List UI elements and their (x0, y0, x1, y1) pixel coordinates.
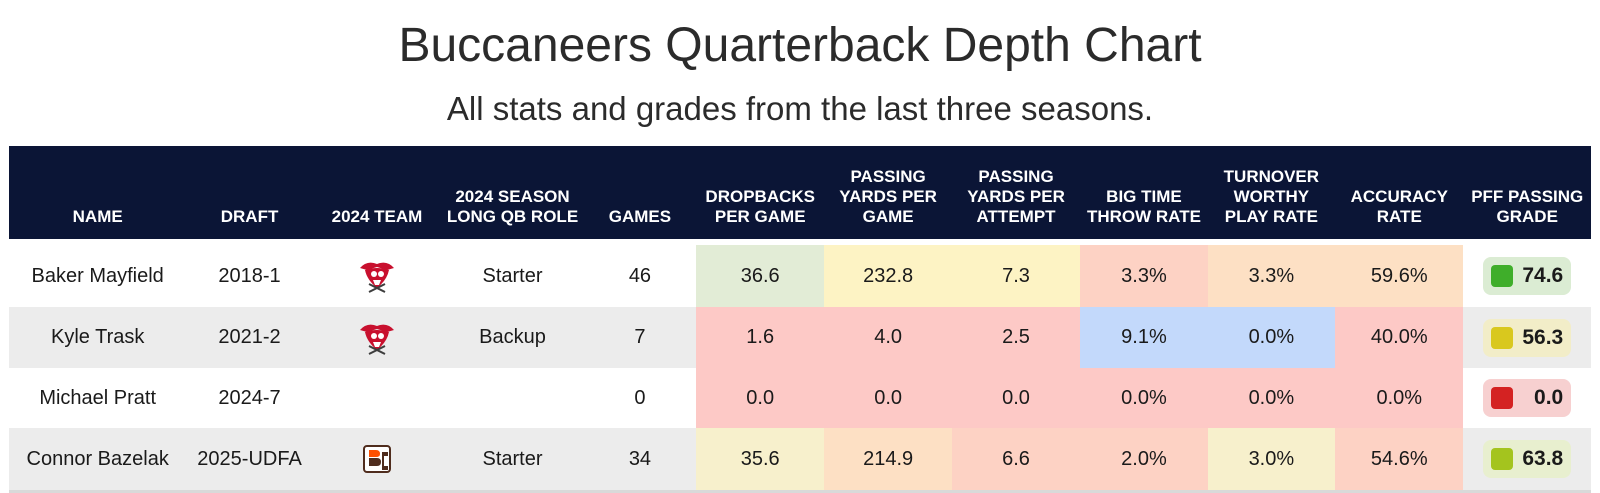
table-row: Kyle Trask 2021-2 Backup 7 1.6 4.0 2.5 9.1% 0.0%… (9, 307, 1591, 368)
depth-chart-table: NAME DRAFT 2024 TEAM 2024 SEASON LONG QB RO… (9, 146, 1591, 493)
team-logo-cell (312, 307, 442, 368)
column-header-2: 2024 TEAM (312, 146, 442, 242)
buccaneers-logo-icon (359, 324, 394, 355)
qb-role: Backup (441, 307, 584, 368)
table-row: Connor Bazelak 2025-UDFA Starter 34 35.6 214.… (9, 428, 1591, 493)
grade-color-swatch (1491, 387, 1514, 409)
games-count: 0 (583, 368, 696, 428)
column-header-5: DROPBACKS PER GAME (696, 146, 825, 242)
draft-pick: 2025-UDFA (186, 428, 313, 493)
turnover-worthy-play-rate-cell: 3.3% (1207, 239, 1336, 307)
turnover-worthy-play-rate-cell: 0.0% (1207, 368, 1336, 428)
pff-grade-cell: 0.0 (1463, 368, 1591, 428)
grade-color-swatch (1491, 326, 1514, 349)
big-time-throw-rate-cell: 3.3% (1080, 239, 1208, 307)
pff-grade-cell: 74.6 (1463, 239, 1591, 307)
column-header-10: ACCURACY RATE (1335, 146, 1464, 242)
grade-badge: 0.0 (1483, 379, 1572, 417)
big-time-throw-rate-cell: 0.0% (1080, 368, 1208, 428)
bgsu-logo-icon (362, 445, 391, 473)
table-header: NAME DRAFT 2024 TEAM 2024 SEASON LONG QB RO… (9, 146, 1591, 242)
dropbacks-per-game-cell: 35.6 (696, 428, 825, 493)
column-header-7: PASSING YARDS PER ATTEMPT (951, 146, 1081, 242)
grade-badge: 63.8 (1483, 440, 1572, 478)
grade-value: 56.3 (1522, 325, 1564, 349)
big-time-throw-rate-cell: 9.1% (1080, 307, 1208, 368)
qb-role: Starter (441, 428, 584, 493)
column-header-6: PASSING YARDS PER GAME (824, 146, 952, 242)
team-logo-cell (312, 239, 442, 307)
qb-role (441, 368, 584, 428)
grade-color-swatch (1491, 448, 1514, 470)
page-title: Buccaneers Quarterback Depth Chart (398, 19, 1202, 72)
passing-yards-per-game-cell: 232.8 (824, 239, 952, 307)
dropbacks-per-game-cell: 36.6 (696, 239, 825, 307)
pff-grade-cell: 56.3 (1463, 307, 1591, 368)
column-header-9: TURNOVER WORTHY PLAY RATE (1207, 146, 1336, 242)
team-logo-cell (312, 428, 442, 493)
passing-yards-per-game-cell: 0.0 (824, 368, 952, 428)
accuracy-rate-cell: 40.0% (1335, 307, 1464, 368)
player-name: Baker Mayfield (9, 239, 187, 307)
draft-pick: 2024-7 (186, 368, 313, 428)
qb-role: Starter (441, 239, 584, 307)
passing-yards-per-game-cell: 214.9 (824, 428, 952, 493)
accuracy-rate-cell: 0.0% (1335, 368, 1464, 428)
dropbacks-per-game-cell: 1.6 (696, 307, 825, 368)
passing-yards-per-attempt-cell: 0.0 (951, 368, 1081, 428)
table-body: Baker Mayfield 2018-1 Starter 46 36.6 232.8 7.… (9, 239, 1591, 493)
player-name: Connor Bazelak (9, 428, 187, 493)
games-count: 34 (583, 428, 696, 493)
player-name: Kyle Trask (9, 307, 187, 368)
passing-yards-per-attempt-cell: 6.6 (951, 428, 1081, 493)
column-header-1: DRAFT (186, 146, 313, 242)
column-header-0: NAME (9, 146, 187, 242)
table-row: Baker Mayfield 2018-1 Starter 46 36.6 232.8 7.… (9, 239, 1591, 307)
column-header-4: GAMES (583, 146, 696, 242)
column-header-3: 2024 SEASON LONG QB ROLE (441, 146, 584, 242)
turnover-worthy-play-rate-cell: 0.0% (1207, 307, 1336, 368)
dropbacks-per-game-cell: 0.0 (696, 368, 825, 428)
accuracy-rate-cell: 54.6% (1335, 428, 1464, 493)
draft-pick: 2018-1 (186, 239, 313, 307)
player-name: Michael Pratt (9, 368, 187, 428)
grade-value: 74.6 (1522, 264, 1564, 287)
draft-pick: 2021-2 (186, 307, 313, 368)
big-time-throw-rate-cell: 2.0% (1080, 428, 1208, 493)
games-count: 7 (583, 307, 696, 368)
pff-grade-cell: 63.8 (1463, 428, 1591, 493)
column-header-8: BIG TIME THROW RATE (1080, 146, 1208, 242)
column-header-11: PFF PASSING GRADE (1463, 146, 1591, 242)
passing-yards-per-attempt-cell: 7.3 (951, 239, 1081, 307)
table-row: Michael Pratt 2024-7 0 0.0 0.0 0.0 0.0% 0.0% 0.0… (9, 368, 1591, 428)
header-row: NAME DRAFT 2024 TEAM 2024 SEASON LONG QB RO… (9, 146, 1591, 242)
passing-yards-per-attempt-cell: 2.5 (951, 307, 1081, 368)
page-subtitle: All stats and grades from the last three… (446, 90, 1154, 127)
passing-yards-per-game-cell: 4.0 (824, 307, 952, 368)
grade-badge: 56.3 (1483, 318, 1572, 357)
grade-color-swatch (1491, 265, 1514, 287)
buccaneers-logo-icon (359, 262, 394, 293)
grade-badge: 74.6 (1483, 257, 1572, 295)
games-count: 46 (583, 239, 696, 307)
accuracy-rate-cell: 59.6% (1335, 239, 1464, 307)
team-logo-cell (312, 368, 442, 428)
grade-value: 63.8 (1522, 447, 1564, 470)
grade-value: 0.0 (1534, 386, 1564, 409)
turnover-worthy-play-rate-cell: 3.0% (1207, 428, 1336, 493)
